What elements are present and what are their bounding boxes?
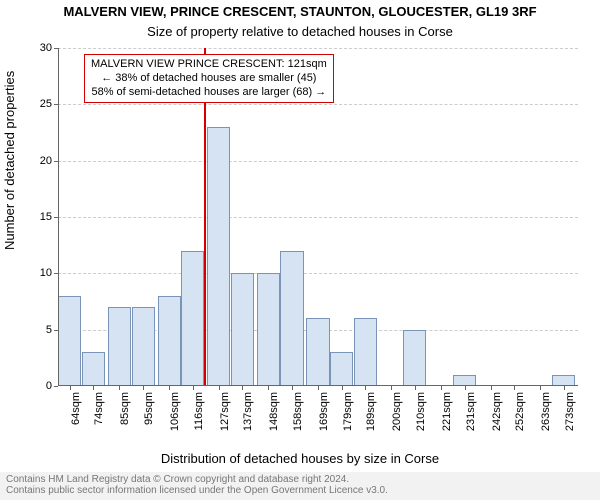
- annotation-line-3: 58% of semi-detached houses are larger (…: [91, 86, 327, 100]
- x-tick-label: 74sqm: [93, 392, 105, 425]
- chart-subtitle: Size of property relative to detached ho…: [0, 24, 600, 39]
- x-tick-label: 148sqm: [268, 392, 280, 431]
- x-tick-label: 106sqm: [169, 392, 181, 431]
- x-tick-mark: [514, 386, 515, 390]
- x-tick-label: 169sqm: [318, 392, 330, 431]
- x-tick-label: 242sqm: [491, 392, 503, 431]
- x-tick-label: 189sqm: [365, 392, 377, 431]
- chart-footer: Contains HM Land Registry data © Crown c…: [0, 472, 600, 500]
- y-axis-label: Number of detached properties: [2, 71, 17, 250]
- x-tick-label: 137sqm: [242, 392, 254, 431]
- x-tick-mark: [318, 386, 319, 390]
- histogram-bar: [280, 251, 303, 386]
- x-tick-mark: [70, 386, 71, 390]
- x-tick-mark: [119, 386, 120, 390]
- y-tick-label: 10: [40, 267, 52, 279]
- x-tick-mark: [169, 386, 170, 390]
- x-tick-label: 85sqm: [119, 392, 131, 425]
- gridline: [58, 217, 578, 218]
- histogram-bar: [82, 352, 105, 386]
- footer-line-1: Contains HM Land Registry data © Crown c…: [6, 474, 594, 485]
- chart-container: MALVERN VIEW, PRINCE CRESCENT, STAUNTON,…: [0, 0, 600, 500]
- y-tick-label: 5: [46, 324, 52, 336]
- histogram-bar: [58, 296, 81, 386]
- histogram-bar: [108, 307, 131, 386]
- y-tick-label: 15: [40, 211, 52, 223]
- x-tick-mark: [242, 386, 243, 390]
- x-tick-label: 200sqm: [391, 392, 403, 431]
- x-tick-label: 210sqm: [415, 392, 427, 431]
- x-axis-line: [58, 385, 578, 386]
- x-tick-label: 64sqm: [70, 392, 82, 425]
- x-tick-label: 179sqm: [342, 392, 354, 431]
- x-tick-label: 95sqm: [143, 392, 155, 425]
- x-tick-label: 231sqm: [465, 392, 477, 431]
- annotation-box: MALVERN VIEW PRINCE CRESCENT: 121sqm← 38…: [84, 54, 334, 103]
- histogram-bar: [158, 296, 181, 386]
- x-tick-mark: [143, 386, 144, 390]
- x-tick-mark: [193, 386, 194, 390]
- chart-title: MALVERN VIEW, PRINCE CRESCENT, STAUNTON,…: [0, 4, 600, 19]
- x-tick-mark: [93, 386, 94, 390]
- histogram-bar: [330, 352, 353, 386]
- x-tick-label: 221sqm: [441, 392, 453, 431]
- x-tick-label: 263sqm: [540, 392, 552, 431]
- x-tick-mark: [465, 386, 466, 390]
- x-tick-mark: [391, 386, 392, 390]
- x-tick-label: 252sqm: [514, 392, 526, 431]
- x-tick-mark: [342, 386, 343, 390]
- x-tick-mark: [540, 386, 541, 390]
- y-tick-mark: [54, 386, 58, 387]
- histogram-bar: [354, 318, 377, 386]
- x-tick-mark: [219, 386, 220, 390]
- gridline: [58, 161, 578, 162]
- gridline: [58, 273, 578, 274]
- y-tick-label: 25: [40, 98, 52, 110]
- x-tick-label: 116sqm: [193, 392, 205, 430]
- gridline: [58, 48, 578, 49]
- x-tick-mark: [564, 386, 565, 390]
- y-tick-label: 30: [40, 42, 52, 54]
- x-tick-mark: [491, 386, 492, 390]
- gridline: [58, 104, 578, 105]
- y-tick-label: 0: [46, 380, 52, 392]
- x-axis-label: Distribution of detached houses by size …: [0, 451, 600, 466]
- y-tick-label: 20: [40, 155, 52, 167]
- plot-area: 05101520253064sqm74sqm85sqm95sqm106sqm11…: [58, 48, 578, 386]
- annotation-line-1: MALVERN VIEW PRINCE CRESCENT: 121sqm: [91, 58, 327, 72]
- y-axis-line: [58, 48, 59, 386]
- x-tick-label: 127sqm: [219, 392, 231, 431]
- histogram-bar: [257, 273, 280, 386]
- x-tick-label: 273sqm: [564, 392, 576, 431]
- histogram-bar: [306, 318, 329, 386]
- x-tick-mark: [292, 386, 293, 390]
- x-tick-label: 158sqm: [292, 392, 304, 431]
- histogram-bar: [132, 307, 155, 386]
- x-tick-mark: [365, 386, 366, 390]
- annotation-line-2: ← 38% of detached houses are smaller (45…: [91, 72, 327, 86]
- histogram-bar: [207, 127, 230, 386]
- x-tick-mark: [415, 386, 416, 390]
- x-tick-mark: [441, 386, 442, 390]
- histogram-bar: [181, 251, 204, 386]
- footer-line-2: Contains public sector information licen…: [6, 485, 594, 496]
- x-tick-mark: [268, 386, 269, 390]
- histogram-bar: [231, 273, 254, 386]
- histogram-bar: [403, 330, 426, 386]
